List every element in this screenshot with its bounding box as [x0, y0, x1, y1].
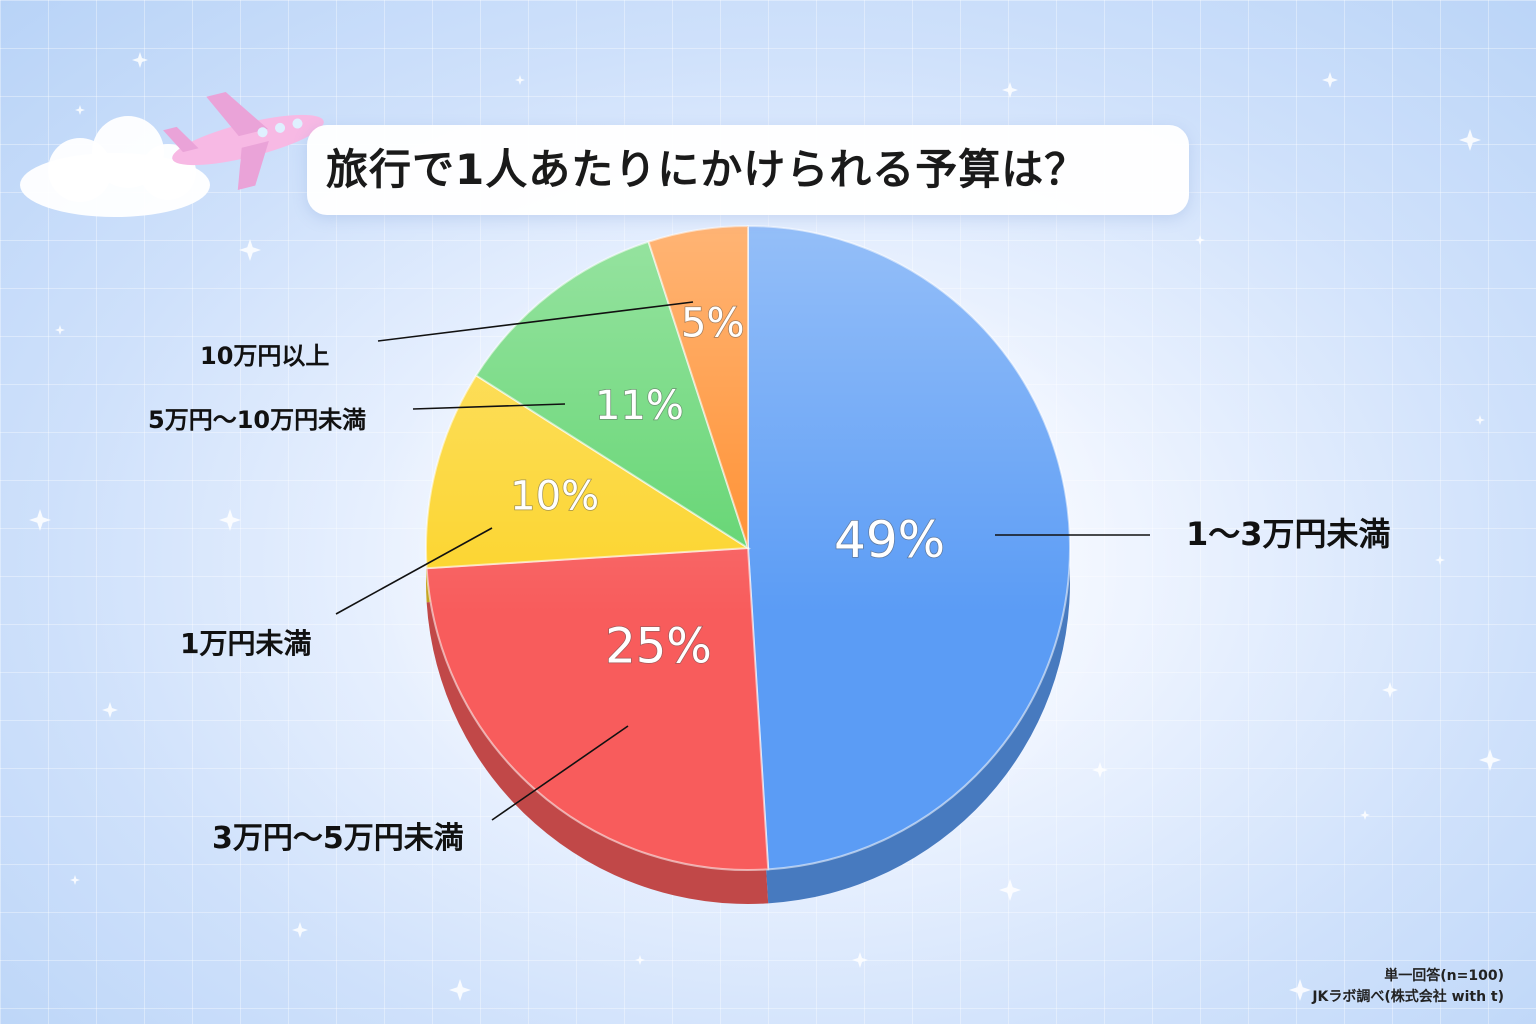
sparkle-icon [1322, 72, 1338, 88]
slice-1-value-label: 49% [834, 511, 945, 569]
sparkle-icon [1002, 82, 1018, 98]
source-note: JKラボ調べ(株式会社 with t) [1312, 989, 1504, 1005]
sparkle-icon [1289, 979, 1311, 1001]
slice-3-leader-line [335, 527, 493, 615]
sparkle-icon [852, 952, 868, 968]
sparkle-icon [55, 325, 65, 335]
leader-lines [335, 301, 1150, 821]
sparkle-icon [1195, 235, 1205, 245]
slice-2-leader-line [491, 725, 629, 821]
value-labels: 49% 25% 10% 11% 5% [509, 300, 946, 676]
slice-5-category-label: 10万円以上 [200, 342, 330, 370]
slice-3-value-label: 10% [510, 473, 599, 519]
sparkle-icon [70, 875, 80, 885]
sparkle-icon [29, 509, 51, 531]
slice-4-category-label: 5万円〜10万円未満 [148, 406, 367, 434]
sparkle-icon [635, 955, 645, 965]
sparkle-icon [29, 52, 1501, 1001]
sparkle-icon [1475, 415, 1485, 425]
sparkle-icon [515, 75, 525, 85]
pie-shine [426, 226, 1070, 870]
sparkle-icon [1382, 682, 1398, 698]
pie-slices [425, 224, 1071, 871]
sparkle-icon [1092, 762, 1108, 778]
sparkle-icon [75, 105, 85, 115]
cloud-icon [20, 116, 210, 217]
sparkle-icon [1479, 749, 1501, 771]
slice-1-category-label: 1〜3万円未満 [1186, 515, 1391, 553]
sparkle-icon [999, 879, 1021, 901]
slice-5-value-label: 5% [681, 300, 744, 346]
slice-4-value-label: 11% [595, 383, 684, 429]
sparkle-icon [239, 239, 261, 261]
sparkle-icon [102, 702, 118, 718]
title-box [307, 125, 1189, 215]
airplane-icon [163, 91, 324, 190]
sparkle-icon [1459, 129, 1481, 151]
slice-5-leader-line [377, 301, 694, 342]
slice-3-category-label: 1万円未満 [180, 627, 312, 660]
sparkle-icon [1435, 555, 1445, 565]
sparkle-icon [219, 509, 241, 531]
slice-2-category-label: 3万円〜5万円未満 [212, 821, 464, 856]
slice-2-value-label: 25% [605, 618, 712, 674]
sparkle-icon [292, 922, 308, 938]
sparkle-icon [449, 979, 471, 1001]
sample-note: 単一回答(n=100) [1384, 968, 1504, 984]
sparkle-icon [1360, 810, 1370, 820]
sparkle-icon [132, 52, 148, 68]
slice-4-leader-line [412, 403, 566, 410]
chart-title: 旅行で1人あたりにかけられる予算は？ [326, 145, 1088, 194]
